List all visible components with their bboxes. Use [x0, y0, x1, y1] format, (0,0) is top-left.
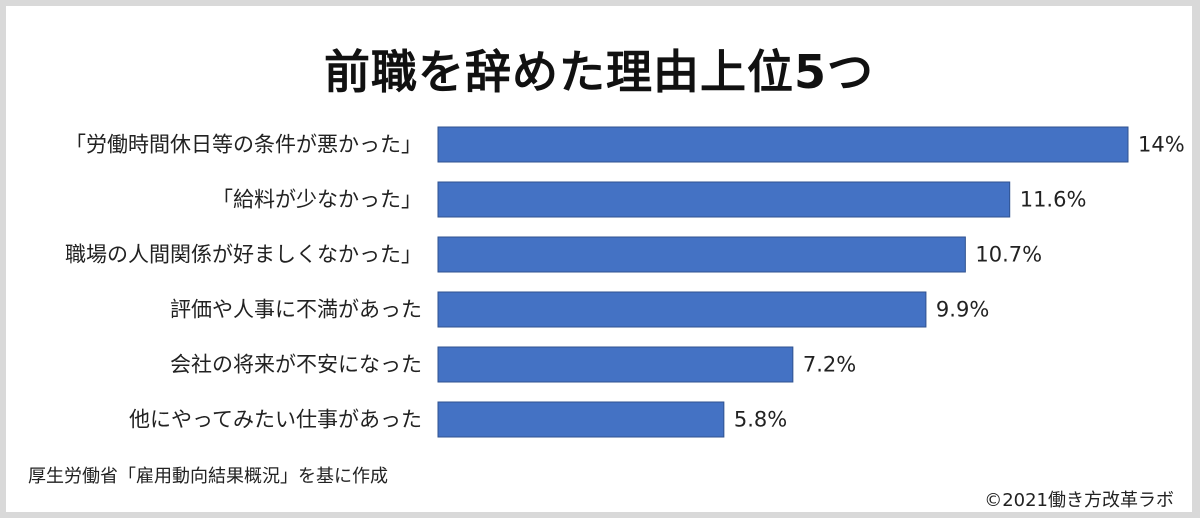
bar-1 [437, 126, 1129, 163]
category-label-5: 会社の将来が不安になった [170, 353, 422, 377]
category-label-4: 評価や人事に不満があった [170, 298, 422, 322]
chart-frame: 前職を辞めた理由上位5つ 「労働時間休日等の条件が悪かった」 14% 「給料が少なか… [6, 6, 1192, 512]
bar-3 [437, 236, 966, 273]
value-label-6: 5.8% [734, 408, 787, 432]
bar-6 [437, 401, 725, 438]
bar-2 [437, 181, 1011, 218]
bar-5 [437, 346, 794, 383]
value-label-1: 14% [1138, 133, 1185, 157]
category-label-1: 「労働時間休日等の条件が悪かった」 [65, 133, 422, 157]
bar-4 [437, 291, 927, 328]
value-label-5: 7.2% [803, 353, 856, 377]
copyright-text: ©2021働き方改革ラボ [984, 490, 1174, 511]
category-label-2: 「給料が少なかった」 [212, 188, 422, 212]
value-label-4: 9.9% [936, 298, 989, 322]
value-label-2: 11.6% [1020, 188, 1087, 212]
source-note: 厚生労働省「雇用動向結果概況」を基に作成 [28, 466, 388, 487]
category-label-6: 他にやってみたい仕事があった [129, 408, 422, 432]
value-label-3: 10.7% [975, 243, 1042, 267]
category-label-3: 職場の人間関係が好ましくなかった」 [65, 243, 422, 267]
chart-title: 前職を辞めた理由上位5つ [323, 45, 874, 99]
bar-chart: 「労働時間休日等の条件が悪かった」 14% 「給料が少なかった」 11.6% 職場の人間… [65, 126, 1185, 438]
